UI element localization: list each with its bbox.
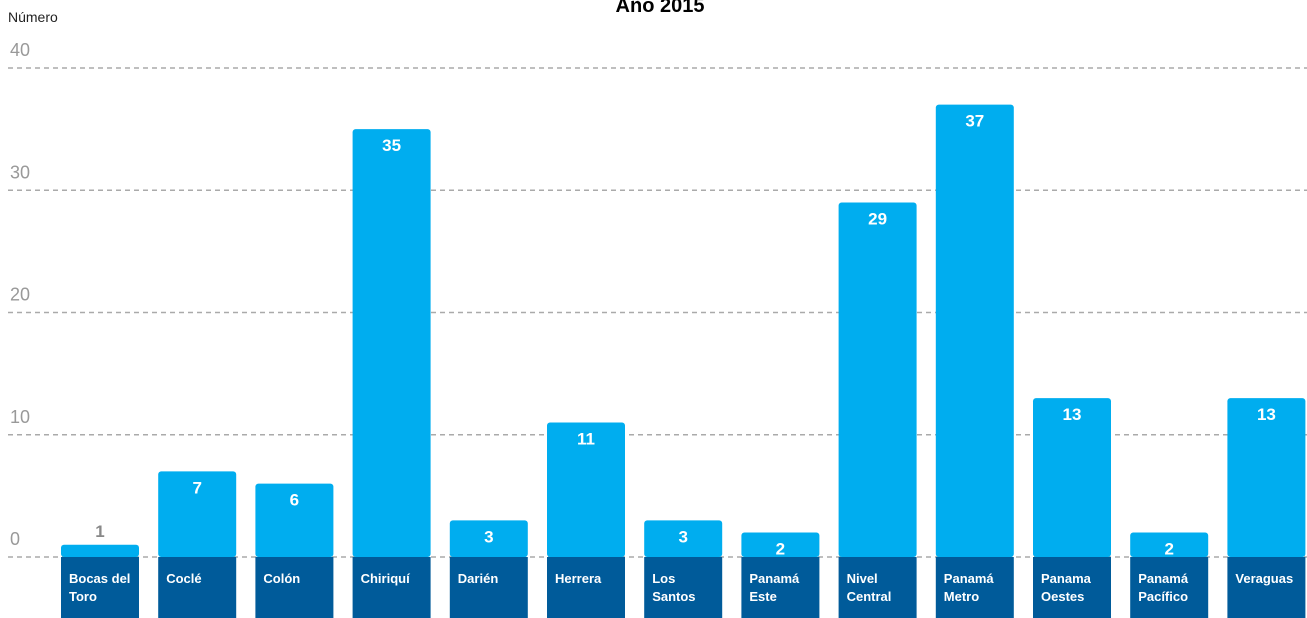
value-label: 37 [965,112,984,131]
value-label: 29 [868,209,887,228]
x-tick-label: Chiriquí [360,571,410,586]
x-tick-label: Panamá Pacífico [1138,571,1189,604]
bar [547,422,625,557]
x-tick-label: Darién [457,571,499,586]
category-band [547,557,625,618]
value-label: 13 [1257,405,1276,424]
x-tick-label: Bocas del Toro [69,571,131,604]
category-band [158,557,237,618]
category-band [838,557,917,618]
value-label: 1 [95,522,104,541]
bar [741,532,820,557]
y-tick-label: 0 [10,529,20,549]
bar [61,544,139,557]
x-tick-label: Nivel Central [846,571,892,604]
bar [255,483,334,557]
bar [838,202,917,557]
y-axis-label: Número [8,9,58,25]
bar [158,471,237,557]
category-band [61,557,139,618]
value-label: 2 [776,540,785,559]
category-band [352,557,431,618]
chart-title: Año 2015 [616,0,705,17]
bar [449,520,528,557]
x-tick-label: Veraguas [1235,571,1294,586]
category-band [1227,557,1306,618]
x-tick-label: Coclé [166,571,202,586]
category-band [741,557,820,618]
x-tick-label: Panamá Este [749,571,800,604]
value-label: 11 [577,430,595,449]
bar [935,104,1014,558]
category-band [449,557,528,618]
value-label: 3 [678,527,687,546]
x-tick-label: Panamá Metro [943,571,994,604]
bar [644,520,723,557]
x-tick-label: Los Santos [652,571,696,604]
category-band [255,557,334,618]
value-label: 2 [1164,540,1173,559]
y-tick-label: 30 [10,162,30,182]
y-tick-label: 20 [10,285,30,305]
value-label: 35 [382,136,401,155]
bar [352,129,431,557]
value-label: 13 [1063,405,1082,424]
value-label: 6 [290,491,299,510]
x-tick-label: Herrera [555,571,602,586]
value-label: 7 [192,478,201,497]
category-band [1033,557,1111,618]
value-label: 3 [484,527,493,546]
bar [1227,398,1306,557]
x-tick-label: Colón [263,571,301,586]
category-band [1130,557,1209,618]
bar [1033,398,1111,557]
bar [1130,532,1209,557]
x-tick-label: Panama Oestes [1041,571,1091,604]
y-tick-label: 40 [10,40,30,60]
y-tick-label: 10 [10,407,30,427]
category-band [935,557,1014,618]
category-band [644,557,723,618]
